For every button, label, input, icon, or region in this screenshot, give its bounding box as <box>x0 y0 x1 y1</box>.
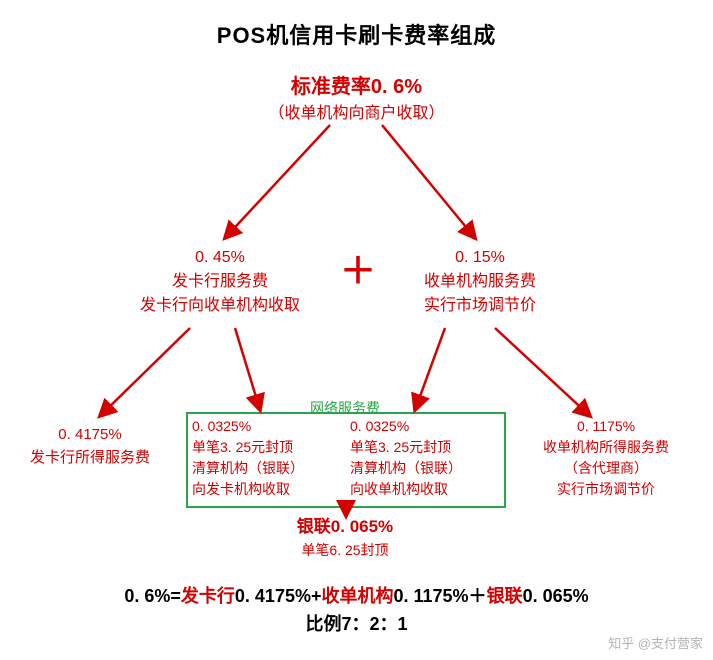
f-p6: 0. 065% <box>523 586 589 606</box>
root-node: 标准费率0. 6% （收单机构向商户收取） <box>0 72 713 126</box>
l3-n2: 0. 0325% 单笔3. 25元封顶 清算机构（银联） 向发卡机构收取 <box>192 416 342 500</box>
f-p3: 收单机构 <box>321 586 393 606</box>
n3-l4: 向收单机构收取 <box>350 479 500 500</box>
n1-pct: 0. 4175% <box>10 424 170 447</box>
l2l-l3: 发卡行向收单机构收取 <box>120 294 320 318</box>
l3-n4: 0. 1175% 收单机构所得服务费 （含代理商） 实行市场调节价 <box>516 416 696 500</box>
union-node: 银联0. 065% 单笔6. 25封顶 <box>250 514 440 561</box>
n1-l2: 发卡行所得服务费 <box>10 447 170 470</box>
f-p5: 银联 <box>487 586 523 606</box>
formula-line: 0. 6%=发卡行0. 4175%+收单机构0. 1175%＋银联0. 065% <box>0 582 713 608</box>
root-rate: 标准费率0. 6% <box>0 72 713 102</box>
watermark: 知乎 @支付营家 <box>608 633 703 652</box>
f-p2: 0. 4175%+ <box>235 586 322 606</box>
ratio-text: 比例7：2：1 <box>305 614 407 634</box>
ratio-line: 比例7：2：1 <box>0 610 713 636</box>
plus-symbol: ＋ <box>340 242 376 294</box>
n3-pct: 0. 0325% <box>350 416 500 437</box>
n2-pct: 0. 0325% <box>192 416 342 437</box>
n2-l3: 清算机构（银联） <box>192 458 342 479</box>
l2l-l2: 发卡行服务费 <box>120 270 320 294</box>
root-desc: （收单机构向商户收取） <box>0 102 713 126</box>
f-p4: 0. 1175%＋ <box>393 586 486 606</box>
n3-l3: 清算机构（银联） <box>350 458 500 479</box>
l2r-pct: 0. 15% <box>390 246 570 270</box>
n4-l3: （含代理商） <box>516 458 696 479</box>
l3-n1: 0. 4175% 发卡行所得服务费 <box>10 424 170 469</box>
page-title: POS机信用卡刷卡费率组成 <box>0 18 713 50</box>
l2l-pct: 0. 45% <box>120 246 320 270</box>
l2r-l3: 实行市场调节价 <box>390 294 570 318</box>
l2r-l2: 收单机构服务费 <box>390 270 570 294</box>
n3-l2: 单笔3. 25元封顶 <box>350 437 500 458</box>
green-label: 网络服务费 <box>310 398 380 418</box>
f-p0: 0. 6%= <box>124 586 181 606</box>
union-l1: 银联0. 065% <box>250 514 440 540</box>
level2-left: 0. 45% 发卡行服务费 发卡行向收单机构收取 <box>120 246 320 318</box>
f-p1: 发卡行 <box>181 586 235 606</box>
n2-l2: 单笔3. 25元封顶 <box>192 437 342 458</box>
n4-l2: 收单机构所得服务费 <box>516 437 696 458</box>
level2-right: 0. 15% 收单机构服务费 实行市场调节价 <box>390 246 570 318</box>
n4-pct: 0. 1175% <box>516 416 696 437</box>
n2-l4: 向发卡机构收取 <box>192 479 342 500</box>
l3-n3: 0. 0325% 单笔3. 25元封顶 清算机构（银联） 向收单机构收取 <box>350 416 500 500</box>
n4-l4: 实行市场调节价 <box>516 479 696 500</box>
union-l2: 单笔6. 25封顶 <box>250 540 440 561</box>
